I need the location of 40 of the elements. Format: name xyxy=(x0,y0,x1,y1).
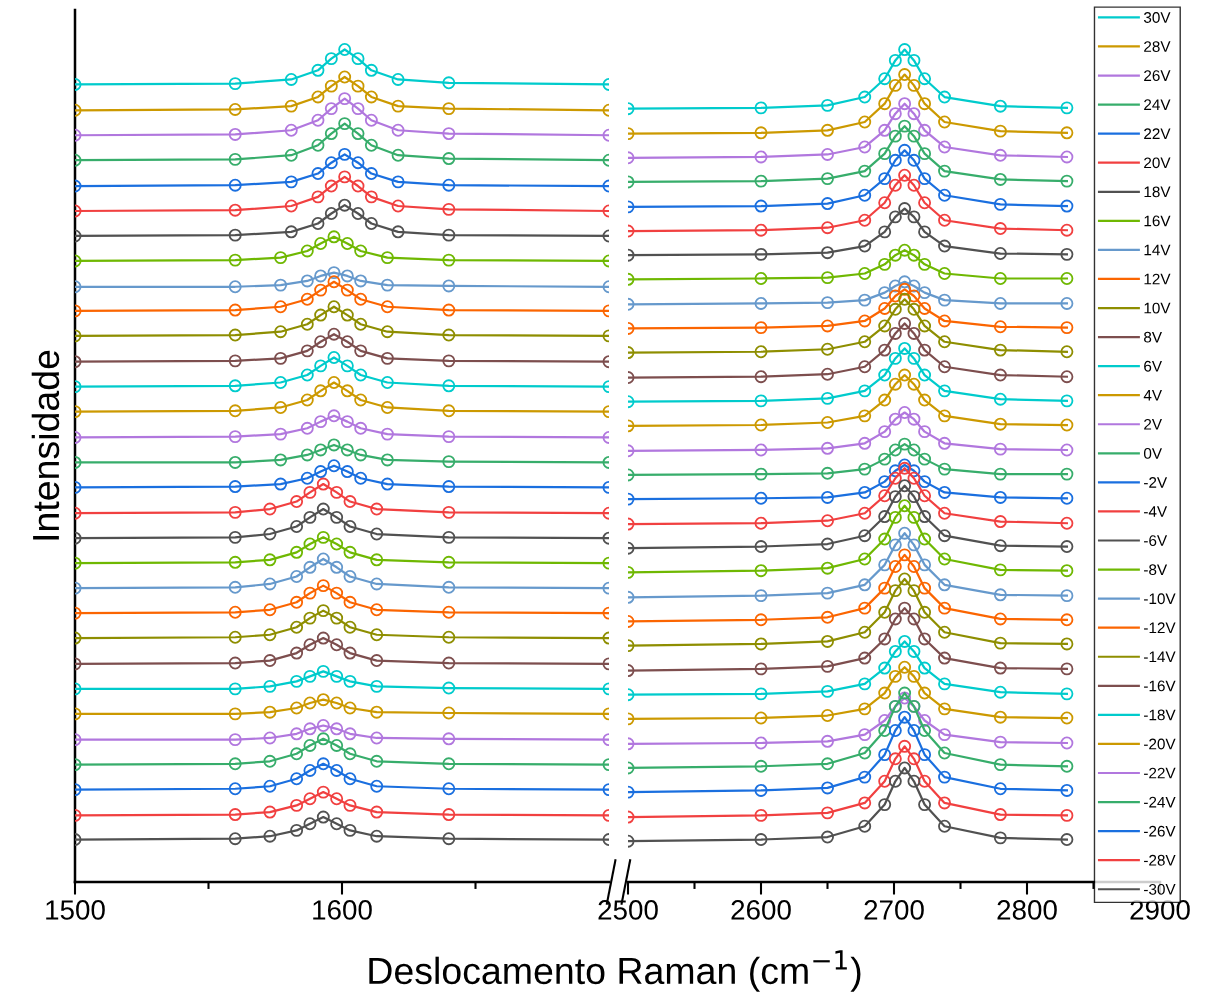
legend-label: -12V xyxy=(1144,622,1176,634)
legend-label: -18V xyxy=(1144,709,1176,721)
legend-label: 20V xyxy=(1144,157,1171,169)
x-tick-label: 1500 xyxy=(46,900,105,920)
x-axis-title: Deslocamento Raman (cm$^{−1}$) xyxy=(369,950,861,992)
x-tick-label: 2900 xyxy=(1130,900,1190,920)
legend-label: -24V xyxy=(1144,796,1176,808)
legend-label: -2V xyxy=(1144,477,1168,488)
legend-label: 2V xyxy=(1144,418,1162,430)
x-tick-label: 2500 xyxy=(598,900,658,920)
legend-label: 26V xyxy=(1144,70,1171,82)
legend-label: 8V xyxy=(1144,331,1162,343)
x-tick-label: 2800 xyxy=(997,900,1057,920)
legend-label: 30V xyxy=(1143,12,1171,23)
legend-label: 10V xyxy=(1144,302,1171,314)
legend-label: 4V xyxy=(1143,390,1162,401)
y-axis-title: Intensidade xyxy=(31,350,60,540)
legend-label: -28V xyxy=(1144,854,1176,866)
x-tick-label: 1600 xyxy=(313,900,372,920)
legend-label: 14V xyxy=(1144,244,1171,256)
legend-label: 28V xyxy=(1144,41,1171,52)
legend-label: 18V xyxy=(1144,186,1171,198)
legend-label: -14V xyxy=(1144,651,1176,663)
legend-label: 12V xyxy=(1144,273,1171,285)
legend-label: -16V xyxy=(1144,680,1176,692)
legend-label: -20V xyxy=(1144,738,1176,750)
legend-label: 24V xyxy=(1144,99,1171,110)
legend-label: -6V xyxy=(1144,535,1168,546)
legend-label: 16V xyxy=(1144,215,1171,227)
legend-label: -26V xyxy=(1144,825,1176,837)
legend-label: 22V xyxy=(1144,128,1171,139)
legend-label: 0V xyxy=(1143,448,1162,459)
legend-label: -22V xyxy=(1144,767,1176,779)
x-tick-label: 2600 xyxy=(731,900,791,920)
legend-label: -30V xyxy=(1144,883,1176,895)
legend-label: -8V xyxy=(1144,564,1168,576)
legend-label: -10V xyxy=(1144,593,1176,605)
legend-label: -4V xyxy=(1144,506,1168,517)
x-tick-label: 2700 xyxy=(864,900,924,920)
legend-label: 6V xyxy=(1144,360,1162,372)
